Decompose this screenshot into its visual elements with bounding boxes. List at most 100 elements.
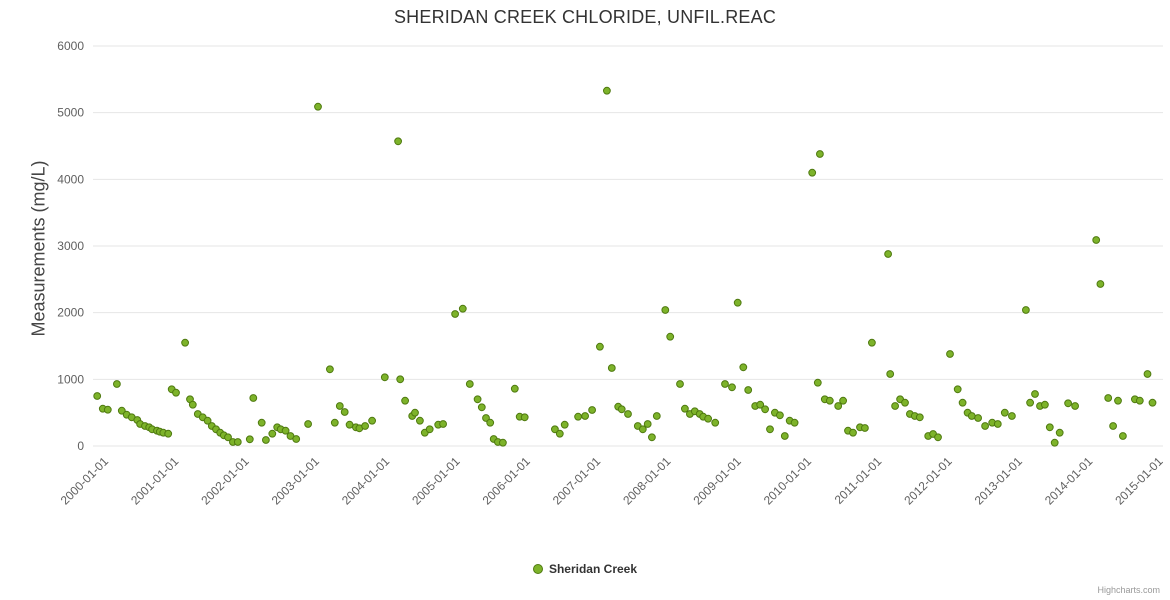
data-point[interactable]	[744, 386, 753, 394]
data-point[interactable]	[520, 413, 529, 422]
data-point[interactable]	[103, 405, 112, 414]
data-point[interactable]	[224, 433, 232, 442]
data-point[interactable]	[704, 414, 712, 423]
data-point[interactable]	[974, 414, 982, 422]
data-point[interactable]	[596, 342, 604, 351]
data-point[interactable]	[477, 403, 486, 412]
data-point[interactable]	[451, 310, 460, 318]
data-point[interactable]	[981, 422, 989, 430]
data-point[interactable]	[666, 332, 675, 341]
data-point[interactable]	[368, 416, 377, 425]
data-point[interactable]	[581, 412, 589, 420]
data-point[interactable]	[1119, 432, 1127, 440]
data-point[interactable]	[380, 373, 389, 382]
data-point[interactable]	[262, 436, 270, 444]
data-point[interactable]	[648, 433, 656, 442]
data-point[interactable]	[946, 350, 954, 358]
data-point[interactable]	[1041, 400, 1049, 409]
data-point[interactable]	[891, 402, 899, 410]
data-point[interactable]	[1031, 390, 1039, 398]
data-point[interactable]	[761, 405, 769, 414]
data-point[interactable]	[93, 392, 102, 400]
data-point[interactable]	[257, 418, 266, 427]
data-point[interactable]	[473, 395, 482, 404]
data-point[interactable]	[394, 137, 403, 146]
data-point[interactable]	[790, 418, 799, 427]
data-point[interactable]	[1104, 394, 1113, 402]
data-point[interactable]	[1114, 396, 1122, 405]
data-point[interactable]	[304, 420, 313, 428]
data-point[interactable]	[117, 406, 126, 415]
data-point[interactable]	[249, 394, 258, 402]
data-point[interactable]	[953, 385, 962, 394]
data-point[interactable]	[958, 398, 967, 407]
data-point[interactable]	[181, 338, 190, 347]
data-point[interactable]	[439, 420, 448, 428]
data-point[interactable]	[638, 425, 647, 434]
data-point[interactable]	[314, 102, 322, 111]
data-point[interactable]	[1055, 428, 1064, 437]
data-point[interactable]	[1026, 398, 1034, 407]
data-point[interactable]	[711, 418, 720, 427]
data-point[interactable]	[188, 400, 197, 409]
data-point[interactable]	[401, 396, 410, 405]
data-point[interactable]	[551, 425, 559, 434]
data-point[interactable]	[233, 438, 242, 446]
data-point[interactable]	[1045, 423, 1054, 432]
data-point[interactable]	[1071, 402, 1079, 410]
data-point[interactable]	[756, 400, 765, 409]
data-point[interactable]	[676, 380, 684, 388]
data-point[interactable]	[486, 418, 495, 427]
data-point[interactable]	[721, 380, 729, 388]
data-point[interactable]	[482, 414, 490, 422]
data-point[interactable]	[555, 429, 564, 438]
data-point[interactable]	[849, 428, 857, 437]
data-point[interactable]	[335, 402, 344, 410]
data-point[interactable]	[861, 424, 869, 432]
data-point[interactable]	[728, 383, 736, 392]
data-point[interactable]	[361, 422, 370, 430]
data-point[interactable]	[776, 411, 784, 420]
data-point[interactable]	[1022, 306, 1030, 314]
data-point[interactable]	[588, 406, 596, 414]
data-point[interactable]	[416, 416, 424, 425]
data-point[interactable]	[739, 363, 748, 372]
data-point[interactable]	[884, 250, 892, 258]
data-point[interactable]	[1064, 399, 1072, 408]
data-point[interactable]	[326, 365, 334, 374]
data-point[interactable]	[825, 396, 834, 405]
data-point[interactable]	[834, 402, 843, 410]
data-point[interactable]	[281, 426, 290, 435]
data-point[interactable]	[1050, 438, 1059, 447]
data-point[interactable]	[1092, 236, 1101, 244]
data-point[interactable]	[1008, 412, 1016, 420]
data-point[interactable]	[1109, 422, 1117, 430]
data-point[interactable]	[172, 388, 180, 397]
data-point[interactable]	[245, 435, 254, 444]
data-point[interactable]	[396, 375, 405, 384]
data-point[interactable]	[1143, 370, 1152, 378]
data-point[interactable]	[915, 413, 924, 422]
data-point[interactable]	[340, 408, 349, 416]
data-point[interactable]	[839, 396, 847, 405]
legend-item-sheridan-creek[interactable]: Sheridan Creek	[0, 562, 1170, 576]
data-point[interactable]	[292, 435, 301, 443]
data-point[interactable]	[330, 418, 339, 427]
data-point[interactable]	[652, 412, 661, 420]
data-point[interactable]	[164, 429, 173, 438]
data-point[interactable]	[345, 420, 354, 429]
data-point[interactable]	[411, 408, 419, 417]
data-point[interactable]	[681, 404, 689, 413]
data-point[interactable]	[901, 398, 909, 407]
data-point[interactable]	[733, 298, 742, 307]
data-point[interactable]	[458, 304, 467, 313]
data-point[interactable]	[661, 306, 670, 314]
data-point[interactable]	[607, 364, 616, 372]
data-point[interactable]	[1135, 396, 1144, 405]
data-point[interactable]	[780, 432, 789, 440]
data-point[interactable]	[624, 410, 632, 418]
data-point[interactable]	[617, 405, 626, 414]
data-point[interactable]	[868, 338, 876, 347]
data-point[interactable]	[816, 150, 824, 158]
data-point[interactable]	[886, 370, 895, 378]
